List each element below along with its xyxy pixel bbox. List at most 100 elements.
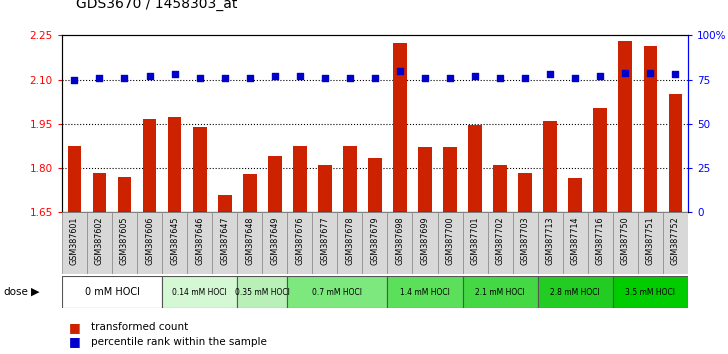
Bar	[569, 178, 582, 212]
Bar	[87, 212, 112, 274]
Text: GSM387679: GSM387679	[371, 217, 379, 266]
Point	[269, 73, 280, 79]
Text: GSM387714: GSM387714	[571, 217, 579, 265]
Bar	[218, 195, 232, 212]
Text: ■: ■	[69, 321, 81, 334]
Bar	[118, 177, 131, 212]
Bar	[593, 108, 607, 212]
Bar	[668, 95, 682, 212]
Text: GDS3670 / 1458303_at: GDS3670 / 1458303_at	[76, 0, 238, 11]
Bar	[288, 212, 312, 274]
Bar	[268, 156, 282, 212]
Point	[419, 75, 431, 81]
Bar	[494, 165, 507, 212]
Text: GSM387700: GSM387700	[446, 217, 454, 265]
Bar	[193, 127, 207, 212]
Text: GSM387716: GSM387716	[596, 217, 605, 265]
Bar	[288, 276, 387, 308]
Bar	[644, 46, 657, 212]
Bar	[262, 212, 288, 274]
Bar	[513, 212, 538, 274]
Point	[470, 73, 481, 79]
Point	[545, 72, 556, 77]
Text: GSM387649: GSM387649	[270, 217, 280, 265]
Bar	[343, 146, 357, 212]
Bar	[663, 212, 688, 274]
Text: percentile rank within the sample: percentile rank within the sample	[91, 337, 267, 347]
Text: GSM387676: GSM387676	[296, 217, 304, 265]
Text: GSM387677: GSM387677	[320, 217, 329, 266]
Bar	[212, 212, 237, 274]
Bar	[468, 125, 482, 212]
Point	[644, 70, 656, 75]
Bar	[68, 146, 82, 212]
Text: ■: ■	[69, 335, 81, 348]
Bar	[543, 121, 557, 212]
Text: 0.14 mM HOCl: 0.14 mM HOCl	[173, 287, 227, 297]
Bar	[438, 212, 462, 274]
Point	[444, 75, 456, 81]
Bar	[413, 212, 438, 274]
Bar	[587, 212, 613, 274]
Bar	[62, 276, 162, 308]
Text: GSM387605: GSM387605	[120, 217, 129, 265]
Point	[219, 75, 231, 81]
Bar	[518, 172, 532, 212]
Point	[494, 75, 506, 81]
Text: GSM387648: GSM387648	[245, 217, 254, 265]
Text: GSM387698: GSM387698	[395, 217, 405, 265]
Bar	[337, 212, 363, 274]
Bar	[462, 276, 538, 308]
Bar	[387, 212, 413, 274]
Bar	[538, 212, 563, 274]
Bar	[293, 146, 306, 212]
Bar	[418, 148, 432, 212]
Text: GSM387606: GSM387606	[145, 217, 154, 265]
Bar	[312, 212, 337, 274]
Bar	[462, 212, 488, 274]
Bar	[112, 212, 137, 274]
Text: 0 mM HOCl: 0 mM HOCl	[84, 287, 139, 297]
Bar	[237, 276, 288, 308]
Point	[369, 75, 381, 81]
Text: GSM387647: GSM387647	[220, 217, 229, 265]
Text: 1.4 mM HOCl: 1.4 mM HOCl	[400, 287, 450, 297]
Text: GSM387751: GSM387751	[646, 217, 655, 266]
Text: 2.1 mM HOCl: 2.1 mM HOCl	[475, 287, 525, 297]
Bar	[318, 165, 332, 212]
Bar	[162, 212, 187, 274]
Text: GSM387645: GSM387645	[170, 217, 179, 265]
Text: GSM387699: GSM387699	[421, 217, 430, 266]
Text: GSM387601: GSM387601	[70, 217, 79, 265]
Point	[194, 75, 205, 81]
Point	[519, 75, 531, 81]
Point	[569, 75, 581, 81]
Bar	[619, 41, 632, 212]
Bar	[62, 212, 87, 274]
Text: transformed count: transformed count	[91, 322, 189, 332]
Point	[344, 75, 356, 81]
Text: 2.8 mM HOCl: 2.8 mM HOCl	[550, 287, 600, 297]
Point	[94, 75, 106, 81]
Text: ▶: ▶	[31, 287, 40, 297]
Text: GSM387678: GSM387678	[345, 217, 355, 265]
Text: 3.5 mM HOCl: 3.5 mM HOCl	[625, 287, 676, 297]
Text: GSM387701: GSM387701	[470, 217, 480, 265]
Bar	[538, 276, 613, 308]
Text: 0.35 mM HOCl: 0.35 mM HOCl	[235, 287, 290, 297]
Bar	[613, 276, 688, 308]
Point	[620, 70, 631, 75]
Bar	[443, 148, 457, 212]
Text: GSM387703: GSM387703	[521, 217, 530, 265]
Bar	[92, 172, 106, 212]
Point	[670, 72, 681, 77]
Text: GSM387713: GSM387713	[546, 217, 555, 265]
Bar	[488, 212, 513, 274]
Point	[394, 68, 405, 74]
Bar	[187, 212, 212, 274]
Bar	[237, 212, 262, 274]
Point	[143, 73, 155, 79]
Point	[244, 75, 256, 81]
Bar	[563, 212, 587, 274]
Point	[68, 77, 80, 82]
